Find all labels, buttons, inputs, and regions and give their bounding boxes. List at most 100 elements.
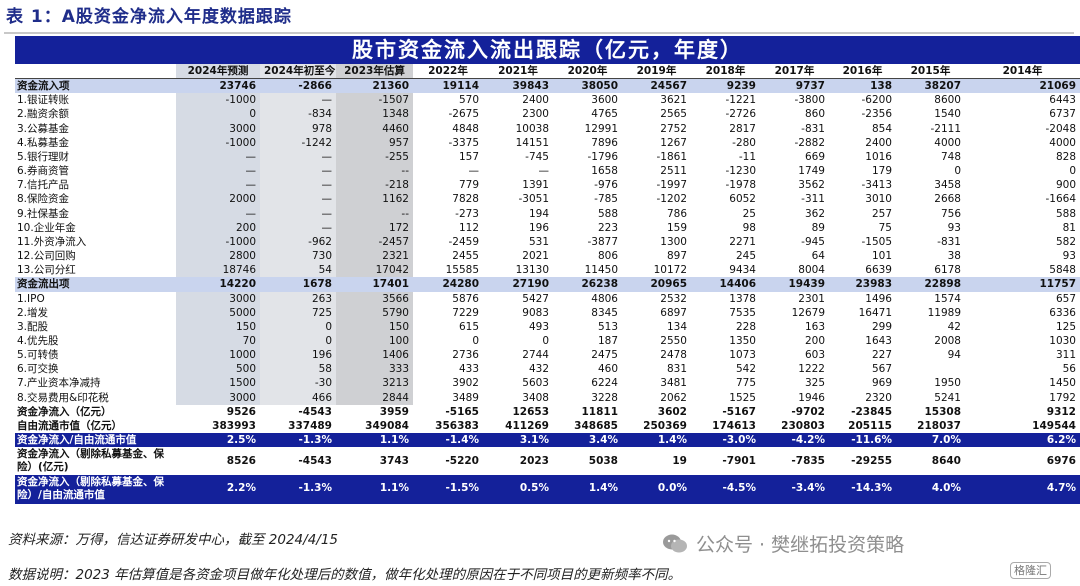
table-cell: 15585 — [445, 264, 479, 277]
table-cell: 3566 — [336, 291, 413, 306]
table-cell: 1.4% — [622, 433, 691, 448]
table-cell: 2744 — [522, 349, 549, 362]
table-cell: 860 — [804, 108, 825, 121]
table-cell: 101 — [871, 250, 892, 263]
table-cell: 1450 — [1049, 377, 1076, 390]
column-header: 2022年 — [413, 64, 483, 80]
capital-flow-table: 2024年预测 2024年初至今 2023年估算 2022年 2021年 2020年 201… — [15, 64, 1080, 504]
row-label: 资金净流入（剔除私募基金、保险）(亿元) — [17, 448, 164, 474]
table-cell: -2726 — [725, 108, 756, 121]
table-cell: 4.7% — [965, 475, 1080, 504]
table-cell: 1030 — [1049, 334, 1076, 347]
table-cell: -1997 — [656, 179, 687, 192]
table-cell: 362 — [804, 207, 825, 220]
table-row: 8.保险资金 2000—1162 7828 -3051 -785 -1202 6052 -31… — [15, 192, 1080, 207]
table-cell: 6052 — [729, 193, 756, 206]
table-cell: 227 — [871, 349, 892, 362]
table-cell: 657 — [1055, 292, 1076, 305]
table-cell: 730 — [260, 249, 336, 264]
table-cell: 333 — [336, 362, 413, 377]
table-cell: 1500 — [176, 376, 260, 391]
row-label: 8.交易费用&印花税 — [17, 391, 109, 404]
table-cell: 18746 — [176, 263, 260, 278]
row-label: 7.产业资本净减持 — [17, 377, 101, 390]
table-cell: — — [176, 206, 260, 221]
column-header: 2015年 — [896, 64, 965, 80]
table-cell: 1406 — [336, 348, 413, 363]
table-cell: 187 — [597, 334, 618, 347]
table-cell: 9434 — [729, 264, 756, 277]
table-cell: -1221 — [725, 94, 756, 107]
table-cell: 854 — [871, 122, 892, 135]
table-cell: 615 — [458, 320, 479, 333]
table-cell: 748 — [940, 150, 961, 163]
table-cell: 969 — [871, 377, 892, 390]
table-cell: 1.1% — [336, 475, 413, 504]
table-row: 资金流入项 23746 -2866 21360 19114 39843 38050 24567… — [15, 78, 1080, 94]
table-cell: 10038 — [515, 122, 549, 135]
table-cell: 11757 — [965, 277, 1080, 292]
table-cell: 493 — [528, 320, 549, 333]
table-cell: -280 — [732, 136, 756, 149]
table-cell: -1861 — [656, 150, 687, 163]
table-cell: 2021 — [522, 250, 549, 263]
table-cell: 6737 — [1049, 108, 1076, 121]
table-cell: 196 — [528, 221, 549, 234]
table-cell: -- — [336, 164, 413, 179]
table-cell: 513 — [597, 320, 618, 333]
table-cell: 194 — [528, 207, 549, 220]
table-cell: 1073 — [729, 349, 756, 362]
table-cell: 3000 — [176, 121, 260, 136]
table-cell: 348685 — [574, 419, 618, 432]
table-cell: — — [260, 149, 336, 165]
table-cell: 5790 — [336, 305, 413, 320]
table-cell: 228 — [735, 320, 756, 333]
table-cell: 24567 — [622, 78, 691, 94]
table-cell: 1525 — [729, 391, 756, 404]
table-cell: 806 — [597, 250, 618, 263]
table-cell: -831 — [801, 122, 825, 135]
row-label: 11.外资净流入 — [17, 235, 87, 248]
table-cell: -3375 — [448, 136, 479, 149]
table-cell: 14220 — [176, 277, 260, 292]
table-cell: -831 — [937, 235, 961, 248]
table-cell: 0 — [954, 165, 961, 178]
table-cell: 8345 — [591, 306, 618, 319]
table-cell: 1792 — [1049, 391, 1076, 404]
table-cell: 2736 — [452, 349, 479, 362]
table-cell: -255 — [336, 149, 413, 165]
table-cell: -1507 — [336, 93, 413, 108]
table-cell: 7.0% — [896, 433, 965, 448]
table-cell: 5876 — [452, 292, 479, 305]
table-cell: 245 — [735, 250, 756, 263]
wechat-icon — [662, 533, 688, 555]
table-cell: 2455 — [452, 250, 479, 263]
table-cell: 3489 — [452, 391, 479, 404]
table-cell: -1230 — [725, 165, 756, 178]
table-cell: 150 — [336, 319, 413, 334]
table-cell: 7896 — [591, 136, 618, 149]
table-cell: 2271 — [729, 235, 756, 248]
table-cell: 1.4% — [553, 475, 622, 504]
table-row: 4.优先股 70 0 100 0 0 187 2550 1350 200 1643 2008 1030 — [15, 333, 1080, 349]
table-cell: 311 — [1055, 349, 1076, 362]
watermark-text: 公众号 · 樊继拓投资策略 — [696, 534, 905, 556]
table-cell: 38 — [947, 250, 961, 263]
table-cell: -2048 — [1045, 122, 1076, 135]
table-cell: 14151 — [515, 136, 549, 149]
table-cell: 38050 — [553, 78, 622, 94]
row-label: 资金流入项 — [15, 78, 176, 94]
table-cell: 6224 — [591, 377, 618, 390]
table-cell: 12653 — [512, 405, 549, 418]
table-cell: 582 — [1055, 235, 1076, 248]
row-label: 6.可交换 — [17, 363, 59, 376]
table-cell: -218 — [336, 178, 413, 193]
column-header: 2019年 — [622, 64, 691, 80]
table-cell: 337489 — [288, 419, 332, 432]
table-cell: 38207 — [896, 78, 965, 94]
table-banner-title: 股市资金流入流出跟踪（亿元，年度） — [15, 36, 1080, 64]
table-cell: -1664 — [1045, 193, 1076, 206]
table-cell: -834 — [260, 107, 336, 122]
table-row: 2.增发 5000 725 5790 7229 9083 8345 6897 7535 12679… — [15, 305, 1080, 320]
table-cell: 7535 — [729, 306, 756, 319]
